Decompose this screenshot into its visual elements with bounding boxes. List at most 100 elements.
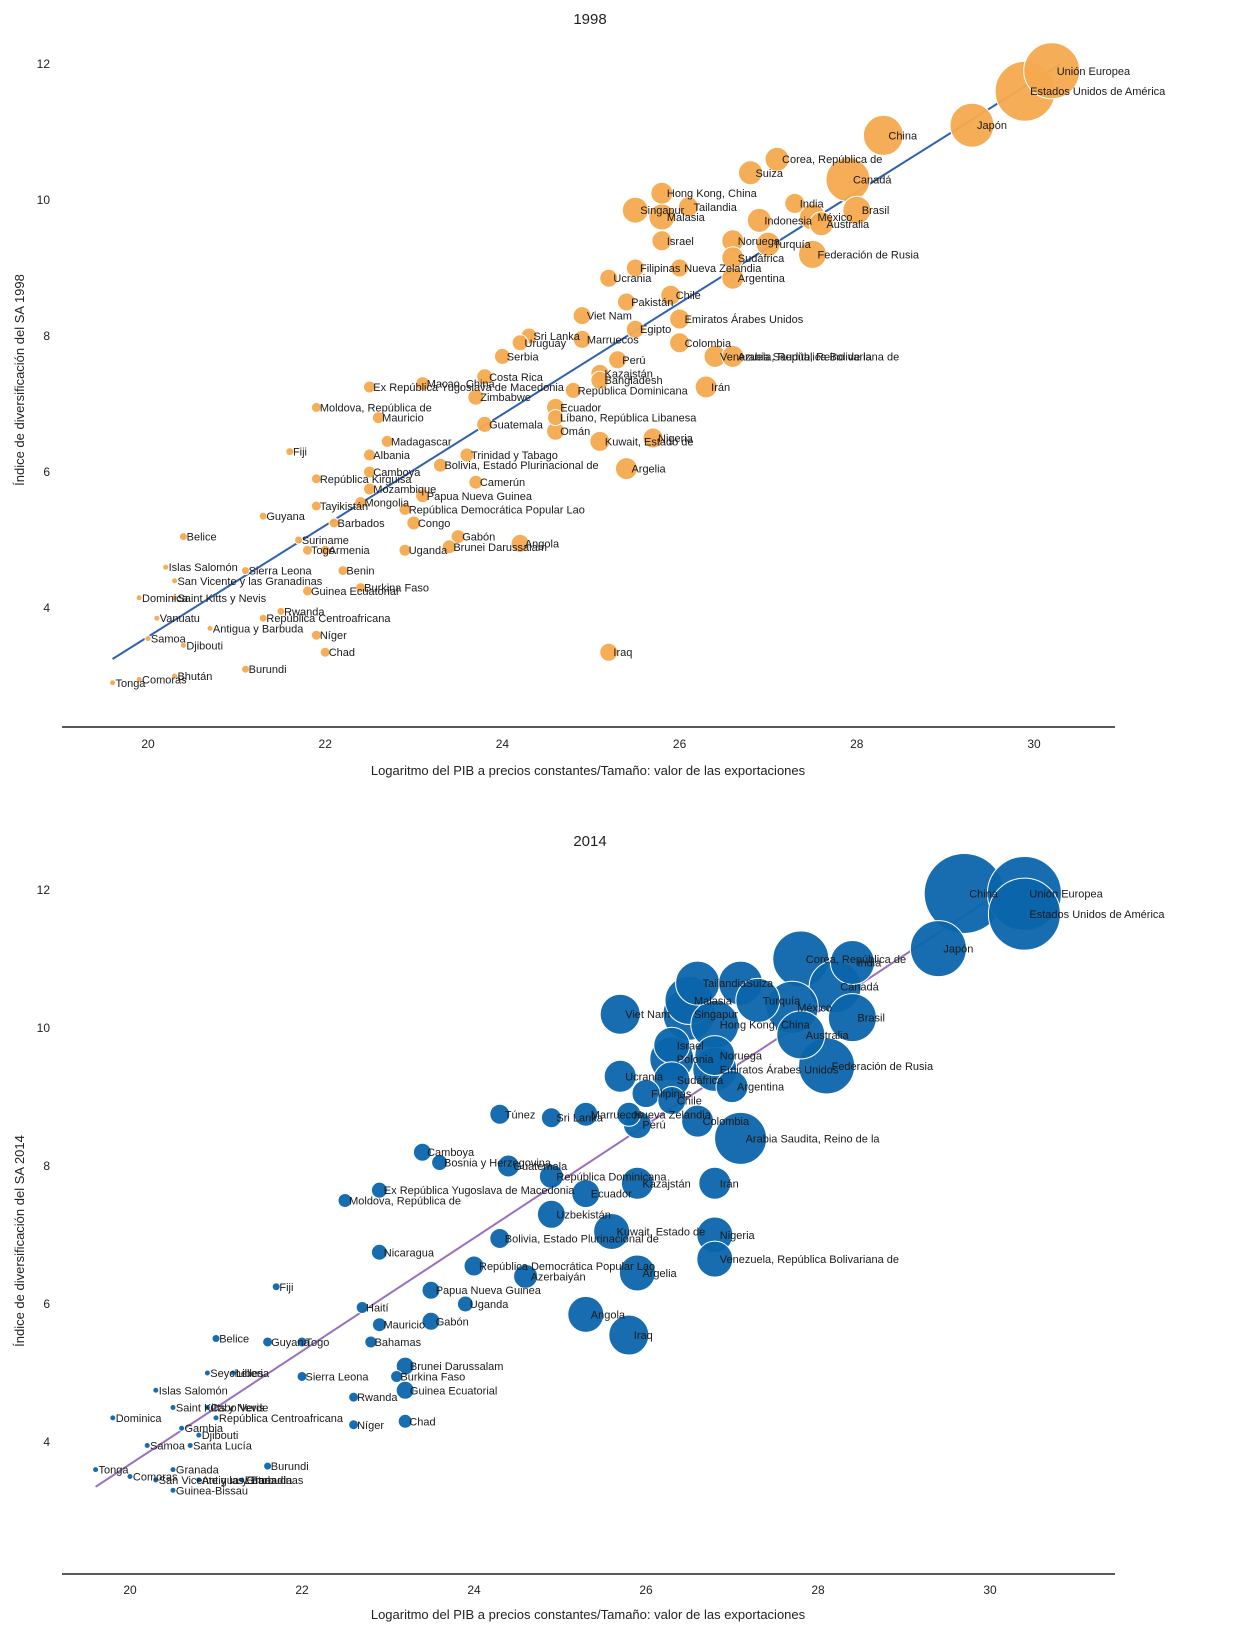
x-tick-label: 22 [319, 737, 333, 751]
data-point-bubble [764, 146, 790, 172]
data-point-bubble [476, 415, 494, 433]
data-point-bubble [398, 502, 412, 516]
data-point-label: Suriname [302, 535, 349, 547]
data-point-bubble [459, 447, 475, 463]
data-point-label: Japón [977, 120, 1007, 132]
data-point-label: Guinea Ecuatorial [410, 1385, 497, 1397]
data-point-label: Trinidad y Tabago [471, 450, 558, 462]
data-point-bubble [599, 268, 619, 288]
data-point-bubble [784, 192, 806, 214]
data-point-label: Togo [306, 1337, 330, 1349]
data-point-bubble [186, 1441, 194, 1449]
data-point-bubble [169, 1486, 177, 1494]
data-point-bubble [431, 1154, 449, 1172]
data-point-bubble [153, 614, 161, 622]
data-point-label: Liberia [236, 1368, 270, 1380]
x-tick-label: 26 [673, 737, 687, 751]
y-tick-label: 4 [43, 601, 50, 615]
data-point-bubble [441, 539, 457, 555]
data-point-label: Papua Nueva Guinea [427, 491, 533, 503]
data-point-bubble [489, 1227, 511, 1249]
data-point-label: Canadá [840, 982, 879, 994]
data-point-label: Congo [418, 518, 450, 530]
data-point-label: Burundi [271, 1461, 309, 1473]
data-point-label: Comoras [142, 674, 187, 686]
data-point-label: Estados Unidos de América [1029, 909, 1165, 921]
data-point-bubble [203, 1369, 211, 1377]
data-point-label: Ex República Yugoslava de Macedonia [373, 382, 564, 394]
data-point-bubble [337, 565, 349, 577]
data-point-label: Sri Lanka [533, 331, 580, 343]
data-point-bubble [616, 1101, 642, 1127]
data-point-label: Burundi [249, 664, 287, 676]
data-point-label: Arabia Saudita, Reino de la [746, 1133, 881, 1145]
data-point-label: Ecuador [591, 1189, 632, 1201]
data-point-bubble [171, 577, 179, 585]
data-point-label: Polonia [677, 1054, 715, 1066]
data-point-label: Iraq [634, 1330, 653, 1342]
data-point-bubble [348, 1391, 360, 1403]
data-point-bubble [169, 1404, 177, 1411]
data-point-label: Omán [560, 426, 590, 438]
data-point-label: Brunei Darussalam [453, 542, 547, 554]
data-point-label: Azerbaiyán [531, 1271, 586, 1283]
data-point-label: Hong Kong, China [667, 188, 758, 200]
data-point-bubble [301, 544, 313, 556]
data-point-bubble [363, 380, 376, 394]
x-tick-label: 24 [496, 737, 510, 751]
x-axis-label: Logaritmo del PIB a precios constantes/T… [371, 763, 806, 778]
data-point-label: China [969, 888, 999, 900]
data-point-bubble [589, 430, 611, 452]
x-axis-label: Logaritmo del PIB a precios constantes/T… [371, 1607, 806, 1622]
data-point-bubble [212, 1414, 220, 1422]
y-axis-label: Índice de diversificación del SA 1998 [12, 274, 27, 486]
data-point-bubble [195, 1431, 203, 1439]
y-axis-label: Índice de diversificación del SA 2014 [12, 1135, 27, 1347]
data-point-bubble [415, 488, 431, 504]
data-point-label: Antigua y Barbuda [202, 1475, 293, 1487]
data-point-bubble [571, 1179, 601, 1209]
data-point-label: Kuwait, Estado de [617, 1227, 706, 1239]
y-tick-label: 10 [37, 193, 51, 207]
data-point-bubble [987, 877, 1061, 951]
data-point-label: Brasil [862, 205, 890, 217]
data-point-label: Angola [525, 538, 560, 550]
data-point-label: Nueva Zelandia [634, 1109, 712, 1121]
x-tick-label: 26 [639, 1583, 653, 1597]
data-point-bubble [603, 1059, 637, 1093]
data-point-bubble [538, 1163, 564, 1189]
data-point-bubble [493, 347, 511, 365]
data-point-bubble [476, 368, 494, 386]
data-point-bubble [681, 1104, 715, 1138]
data-point-label: Brunei Darussalam [410, 1361, 504, 1373]
data-point-label: Turquía [773, 239, 811, 251]
data-point-bubble [152, 1476, 160, 1484]
data-point-label: Nigeria [658, 433, 694, 445]
data-point-label: Chad [329, 647, 355, 659]
data-point-bubble [842, 195, 872, 225]
data-point-bubble [715, 1070, 749, 1104]
data-point-label: Arabia Saudita, Reino de la [738, 351, 873, 363]
data-point-label: Pakistán [631, 297, 673, 309]
data-point-label: Guatemala [489, 419, 544, 431]
data-point-label: Corea, República de [806, 954, 906, 966]
data-point-bubble [390, 1369, 404, 1383]
data-point-bubble [1023, 42, 1081, 100]
data-point-bubble [328, 517, 340, 529]
data-point-label: Uruguay [525, 338, 567, 350]
data-point-bubble [489, 1103, 511, 1125]
data-point-label: Fiji [279, 1282, 293, 1294]
data-point-bubble [572, 329, 592, 349]
data-point-bubble [363, 448, 376, 462]
chart-1998: 1998 Unión Europea Estados Unidos de Amér… [12, 11, 1166, 778]
data-point-bubble [179, 641, 187, 649]
data-point-label: Venezuela, República Bolivariana de [720, 351, 899, 363]
data-point-bubble [829, 939, 875, 985]
data-point-label: Nueva Zelandia [684, 263, 762, 275]
x-tick-label: 20 [123, 1583, 137, 1597]
data-point-bubble [126, 1473, 134, 1480]
data-point-bubble [238, 1476, 246, 1484]
data-point-bubble [827, 993, 877, 1043]
data-point-label: Guyana [266, 511, 305, 523]
chart-2014: 2014 Unión Europea China Estados Unidos de… [12, 833, 1165, 1622]
